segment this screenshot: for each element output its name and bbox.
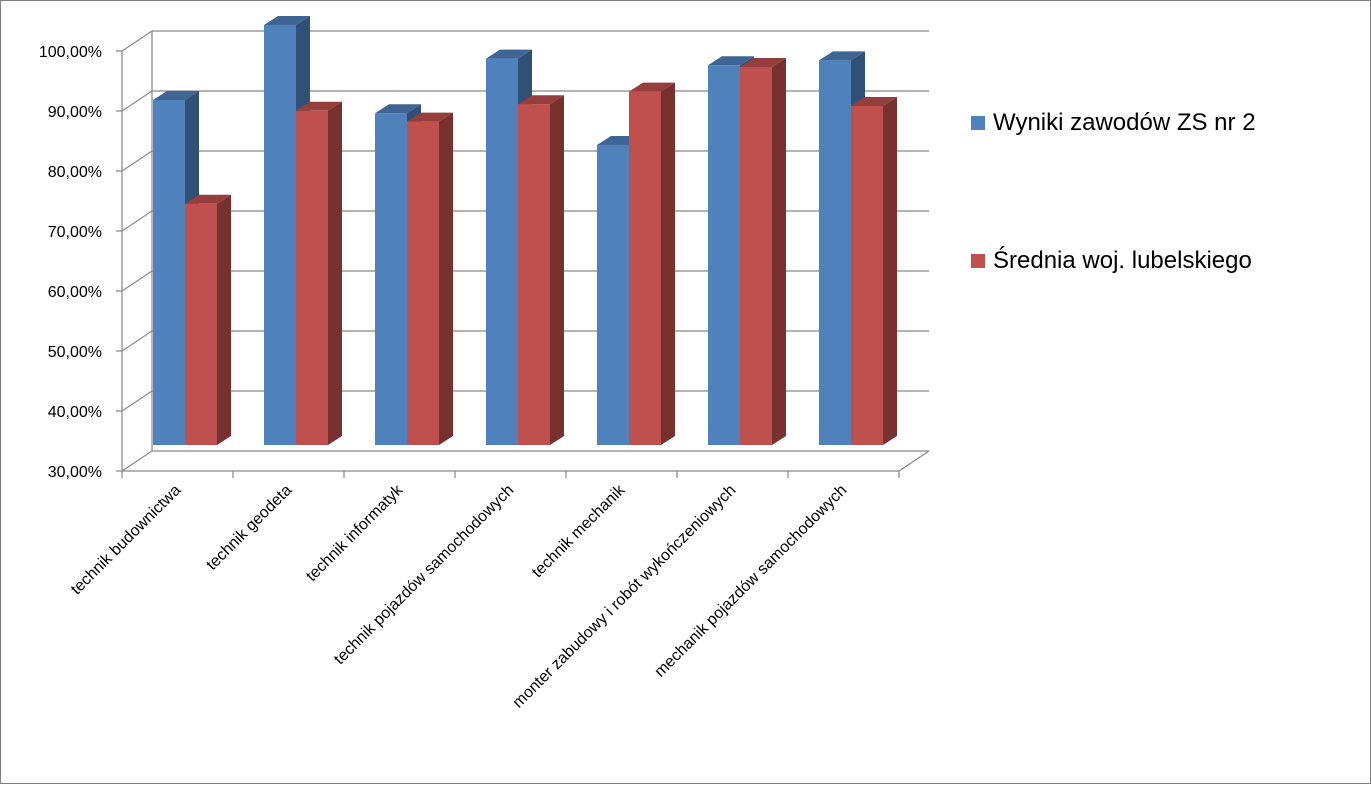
legend-item-series-1: Wyniki zawodów ZS nr 2 [971,109,1256,137]
bar-top [407,112,453,122]
y-tick-label: 60,00% [48,284,102,301]
bar-top [375,104,421,114]
bar-top [486,49,532,59]
bar-top [153,91,199,100]
bar-top [264,16,310,25]
bar-top [819,51,865,61]
x-tick-label: mechanik pojazdów samochodowych [652,482,851,681]
bar-side [883,97,897,445]
side-wall-line [121,330,153,352]
side-wall-line [121,150,153,172]
legend-swatch-series-1 [971,116,985,130]
bar [819,60,851,446]
x-tick-label: technik informatyk [303,481,407,585]
y-tick-label: 40,00% [48,404,102,421]
bar [375,113,407,445]
bar-side [217,194,231,445]
side-wall-line [121,90,153,112]
legend-label-series-2: Średnia woj. lubelskiego [993,247,1252,274]
y-tick-label: 70,00% [48,224,102,241]
legend-swatch-series-2 [971,254,985,268]
floor-edge [898,450,930,472]
bar [740,67,772,445]
bar-side [550,95,564,445]
bar [264,25,296,445]
side-wall-line [121,210,153,232]
bar-top [851,97,897,106]
side-wall-line [121,30,153,52]
y-tick-label: 50,00% [48,344,102,361]
bar [296,110,328,446]
legend-label-series-1: Wyniki zawodów ZS nr 2 [993,109,1256,136]
bar [629,91,661,445]
bar [597,145,629,445]
bar [153,100,185,445]
x-tick-label: technik mechanik [529,481,629,581]
y-tick-label: 90,00% [48,104,102,121]
x-tick-label: technik budownictwa [68,482,184,598]
x-tick-label: technik geodeta [203,482,295,574]
bar [486,58,518,445]
y-tick-label: 100,00% [39,44,102,61]
bar-top [708,56,754,66]
bar-top [518,95,564,105]
bar-side [661,82,675,445]
side-wall-line [121,450,153,472]
y-tick-label: 80,00% [48,164,102,181]
x-tick-label: technik pojazdów samochodowych [331,482,517,668]
bar [407,121,439,445]
bar [185,203,217,445]
bar-side [328,101,342,446]
bar [851,106,883,445]
bar [708,65,740,445]
legend-item-series-2: Średnia woj. lubelskiego [971,247,1252,275]
bar [518,104,550,445]
bar-top [629,82,675,92]
bar-top [740,58,786,67]
bar-side [772,58,786,445]
bar-top [185,194,231,204]
y-tick-label: 30,00% [48,464,102,481]
side-wall-line [121,270,153,292]
bar-side [439,112,453,445]
x-tick-label: monter zabudowy i robót wykończeniowych [510,482,740,712]
side-wall-line [121,390,153,412]
bar-top [296,101,342,111]
